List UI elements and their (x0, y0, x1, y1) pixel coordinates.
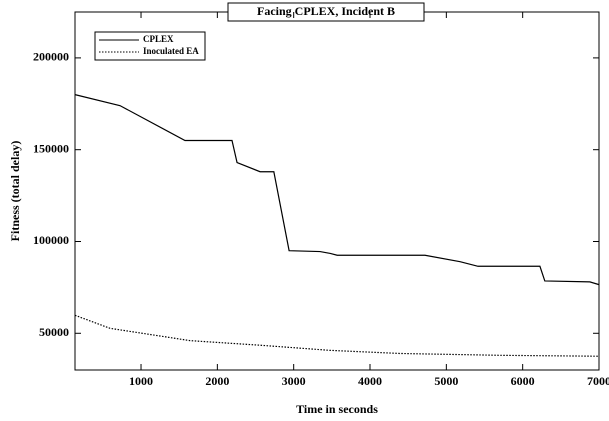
x-tick-label: 4000 (358, 374, 382, 388)
x-tick-label: 5000 (434, 374, 458, 388)
legend-box (94, 31, 206, 61)
y-axis-label: Fitness (total delay) (8, 141, 22, 242)
x-axis-label: Time in seconds (296, 402, 378, 416)
x-tick-label: 6000 (511, 374, 535, 388)
y-tick-label: 150000 (33, 141, 69, 155)
x-tick-label: 7000 (587, 374, 609, 388)
y-tick-label: 100000 (33, 233, 69, 247)
legend-label: CPLEX (143, 34, 174, 44)
x-tick-label: 1000 (129, 374, 153, 388)
legend-label: Inoculated EA (143, 46, 199, 56)
x-tick-label: 2000 (205, 374, 229, 388)
chart-title: Facing CPLEX, Incident B (257, 4, 395, 18)
title-box (227, 2, 425, 22)
y-tick-label: 200000 (33, 50, 69, 64)
x-tick-label: 3000 (282, 374, 306, 388)
plot-frame (74, 11, 600, 371)
y-tick-label: 50000 (39, 325, 69, 339)
series-line (74, 314, 600, 357)
series-line (74, 94, 600, 286)
